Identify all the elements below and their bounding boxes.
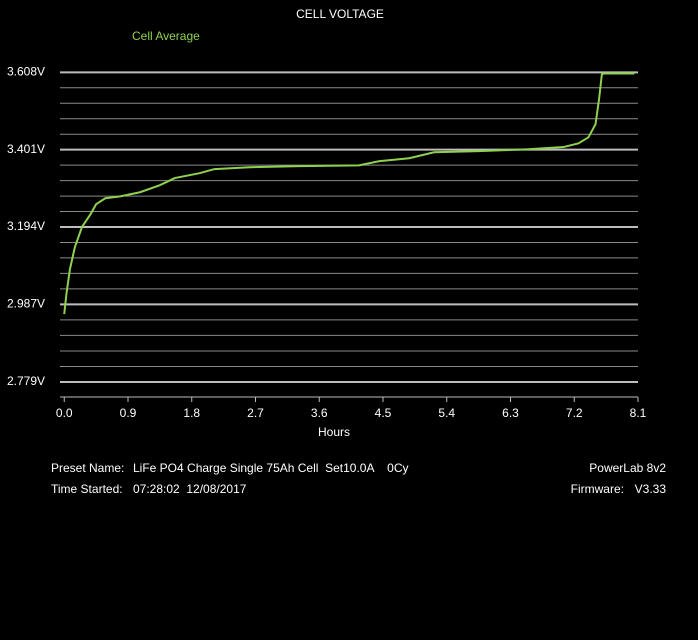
x-tick-label: 0.0 xyxy=(56,406,73,420)
y-tick-label: 3.401V xyxy=(7,142,45,156)
firmware-value: V3.33 xyxy=(635,482,667,496)
x-tick-label: 5.4 xyxy=(438,406,455,420)
time-value: 07:28:02 12/08/2017 xyxy=(133,482,247,496)
legend-entry: Cell Average xyxy=(132,29,200,43)
x-tick-label: 7.2 xyxy=(566,406,583,420)
device-name: PowerLab 8v2 xyxy=(589,461,666,475)
preset-label: Preset Name: xyxy=(51,461,124,475)
x-tick-label: 3.6 xyxy=(311,406,328,420)
x-tick-label: 2.7 xyxy=(247,406,264,420)
x-tick-label: 0.9 xyxy=(120,406,137,420)
time-label: Time Started: xyxy=(51,482,123,496)
x-axis-label: Hours xyxy=(318,425,350,439)
x-tick-label: 4.5 xyxy=(375,406,392,420)
y-tick-label: 3.194V xyxy=(7,219,45,233)
y-tick-label: 2.779V xyxy=(7,374,45,388)
y-tick-label: 3.608V xyxy=(7,64,45,78)
x-tick-label: 8.1 xyxy=(630,406,647,420)
x-tick-label: 1.8 xyxy=(183,406,200,420)
y-tick-label: 2.987V xyxy=(7,297,45,311)
series-line xyxy=(63,72,635,315)
firmware-label: Firmware: xyxy=(571,482,624,496)
chart-title: CELL VOLTAGE xyxy=(296,7,384,21)
x-tick-label: 6.3 xyxy=(502,406,519,420)
preset-value: LiFe PO4 Charge Single 75Ah Cell Set10.0… xyxy=(133,461,409,475)
